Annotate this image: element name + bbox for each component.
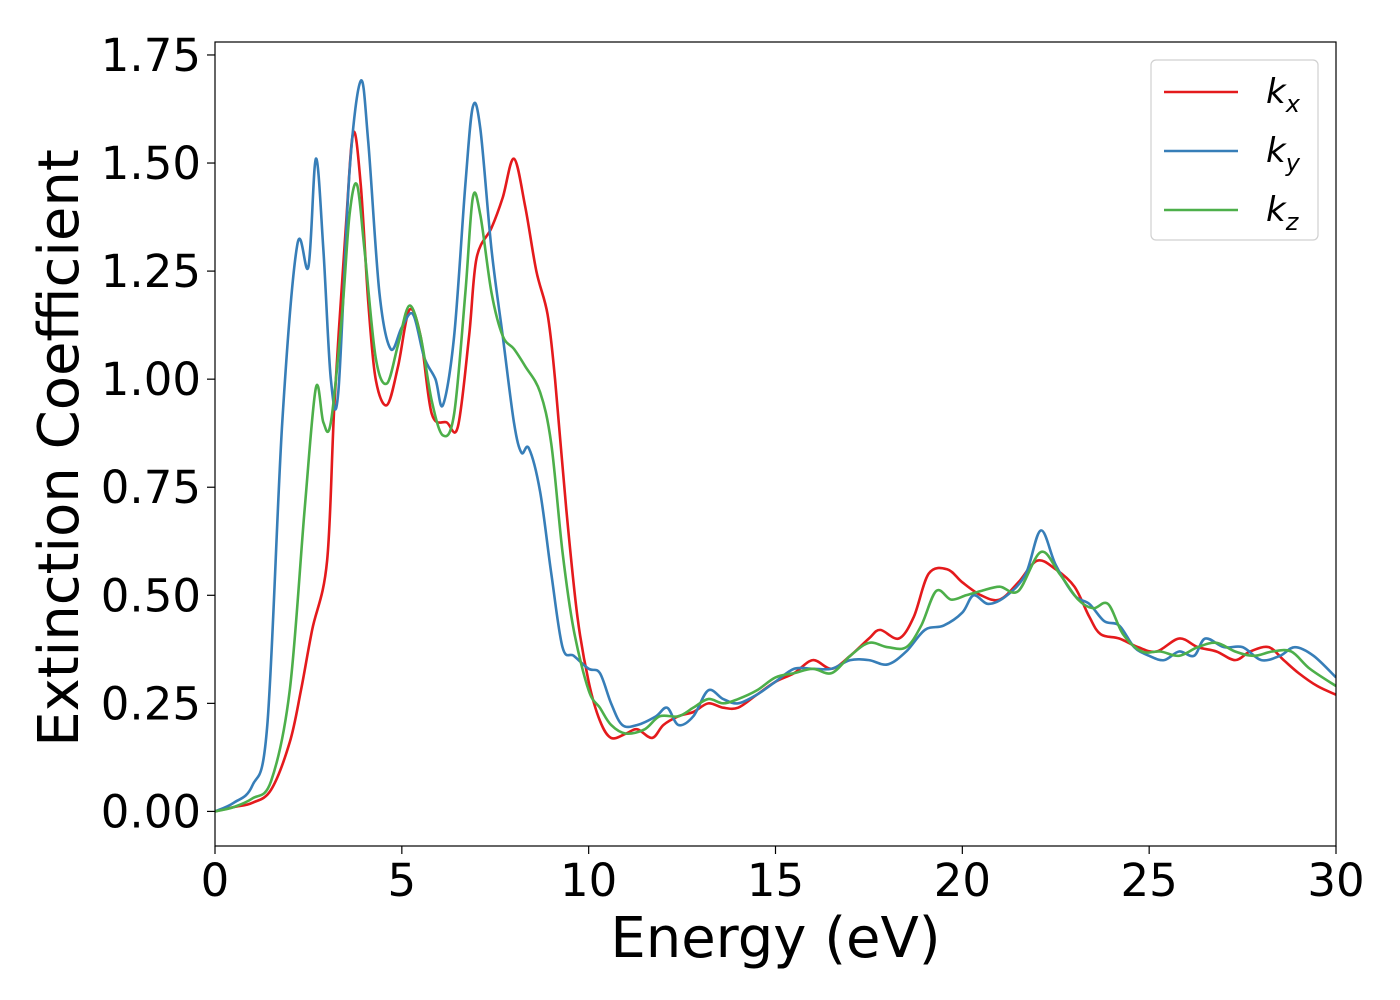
series-line-kz <box>215 182 1336 813</box>
legend-item-kx: kx <box>1164 72 1301 118</box>
legend-item-kz: kz <box>1164 190 1300 236</box>
y-tick-label: 1.00 <box>101 353 201 406</box>
y-tick-label: 0.50 <box>101 569 201 622</box>
x-tick-label: 0 <box>201 854 230 907</box>
x-tick-label: 20 <box>934 854 991 907</box>
legend: kx ky kz <box>1150 59 1319 241</box>
y-axis: 0.00 0.25 0.50 0.75 1.00 1.25 1.50 1.75 <box>101 29 215 838</box>
x-tick-label: 25 <box>1121 854 1178 907</box>
y-tick-label: 0.25 <box>101 677 201 730</box>
x-tick-label: 10 <box>560 854 617 907</box>
x-tick-label: 5 <box>388 854 417 907</box>
y-tick-label: 1.25 <box>101 245 201 298</box>
y-tick-label: 0.00 <box>101 785 201 838</box>
y-axis-title: Extinction Coefficient <box>27 149 92 747</box>
x-axis: 0 5 10 15 20 25 30 <box>201 846 1365 907</box>
series-layer <box>215 79 1336 813</box>
series-line-ky <box>215 79 1336 813</box>
y-tick-label: 1.50 <box>101 137 201 190</box>
y-tick-label: 1.75 <box>101 29 201 82</box>
legend-label: kz <box>1266 190 1300 236</box>
legend-item-ky: ky <box>1164 131 1301 177</box>
x-axis-title: Energy (eV) <box>610 906 940 971</box>
legend-label: kx <box>1266 72 1301 118</box>
x-tick-label: 30 <box>1307 854 1364 907</box>
x-tick-label: 15 <box>747 854 804 907</box>
legend-label: ky <box>1266 131 1301 177</box>
y-tick-label: 0.75 <box>101 461 201 514</box>
